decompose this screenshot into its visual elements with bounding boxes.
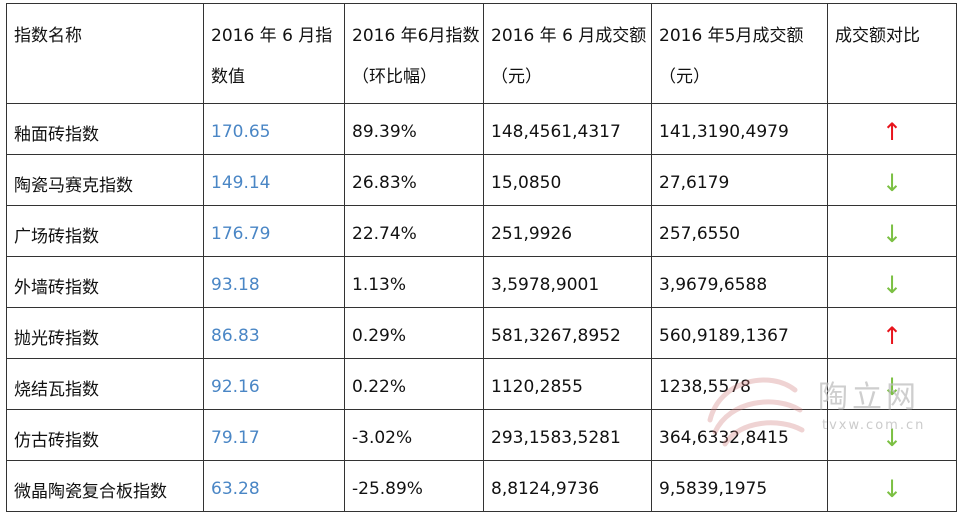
cell-index: 86.83 — [203, 307, 345, 359]
table-row: 抛光砖指数 86.83 0.29% 581,3267,8952 560,9189… — [6, 307, 957, 359]
table-row: 外墙砖指数 93.18 1.13% 3,5978,9001 3,9679,658… — [6, 256, 957, 308]
cell-change: 22.74% — [344, 205, 484, 257]
cell-change: -3.02% — [344, 409, 484, 461]
cell-june-amount: 293,1583,5281 — [483, 409, 652, 461]
cell-name: 仿古砖指数 — [6, 409, 204, 461]
watermark-text: 陶立网 — [818, 380, 920, 415]
table-row: 釉面砖指数 170.65 89.39% 148,4561,4317 141,31… — [6, 103, 957, 155]
arrow-down-icon: ↓ — [827, 154, 957, 206]
cell-name: 釉面砖指数 — [6, 103, 204, 155]
cell-index: 149.14 — [203, 154, 345, 206]
cell-may-amount: 257,6550 — [651, 205, 828, 257]
cell-june-amount: 581,3267,8952 — [483, 307, 652, 359]
arrow-up-icon: ↑ — [827, 307, 957, 359]
cell-june-amount: 251,9926 — [483, 205, 652, 257]
arrow-down-icon: ↓ — [827, 358, 957, 410]
header-name: 指数名称 — [6, 3, 204, 104]
header-compare: 成交额对比 — [827, 3, 957, 104]
cell-index: 93.18 — [203, 256, 345, 308]
cell-change: 0.29% — [344, 307, 484, 359]
arrow-down-icon: ↓ — [827, 205, 957, 257]
cell-may-amount: 3,9679,6588 — [651, 256, 828, 308]
cell-change: 89.39% — [344, 103, 484, 155]
cell-june-amount: 1120,2855 — [483, 358, 652, 410]
arrow-down-icon: ↓ — [827, 256, 957, 308]
cell-name: 抛光砖指数 — [6, 307, 204, 359]
cell-may-amount: 560,9189,1367 — [651, 307, 828, 359]
cell-june-amount: 15,0850 — [483, 154, 652, 206]
cell-may-amount: 27,6179 — [651, 154, 828, 206]
header-may-amount: 2016 年5月成交额（元） — [651, 3, 828, 104]
cell-may-amount: 364,6332,8415 — [651, 409, 828, 461]
table-row: 广场砖指数 176.79 22.74% 251,9926 257,6550 ↓ — [6, 205, 957, 257]
cell-may-amount: 1238,5578 — [651, 358, 828, 410]
arrow-down-icon: ↓ — [827, 409, 957, 461]
cell-name: 广场砖指数 — [6, 205, 204, 257]
cell-june-amount: 8,8124,9736 — [483, 460, 652, 512]
cell-change: 0.22% — [344, 358, 484, 410]
header-june-amount: 2016 年 6 月成交额（元） — [483, 3, 652, 104]
cell-change: 26.83% — [344, 154, 484, 206]
cell-change: 1.13% — [344, 256, 484, 308]
header-change: 2016 年6月指数（环比幅） — [344, 3, 484, 104]
arrow-down-icon: ↓ — [827, 460, 957, 512]
cell-index: 92.16 — [203, 358, 345, 410]
cell-june-amount: 148,4561,4317 — [483, 103, 652, 155]
table-row: 烧结瓦指数 92.16 0.22% 1120,2855 1238,5578 ↓ — [6, 358, 957, 410]
header-row: 指数名称 2016 年 6 月指数值 2016 年6月指数（环比幅） 2016 … — [6, 3, 957, 104]
watermark-url: tvxw.com.cn — [822, 418, 926, 433]
header-june-index: 2016 年 6 月指数值 — [203, 3, 345, 104]
cell-name: 外墙砖指数 — [6, 256, 204, 308]
cell-change: -25.89% — [344, 460, 484, 512]
cell-name: 陶瓷马赛克指数 — [6, 154, 204, 206]
ceramic-index-table: 指数名称 2016 年 6 月指数值 2016 年6月指数（环比幅） 2016 … — [6, 3, 957, 512]
cell-name: 微晶陶瓷复合板指数 — [6, 460, 204, 512]
cell-index: 79.17 — [203, 409, 345, 461]
cell-index: 170.65 — [203, 103, 345, 155]
table-row: 陶瓷马赛克指数 149.14 26.83% 15,0850 27,6179 ↓ — [6, 154, 957, 206]
cell-june-amount: 3,5978,9001 — [483, 256, 652, 308]
cell-may-amount: 141,3190,4979 — [651, 103, 828, 155]
cell-index: 176.79 — [203, 205, 345, 257]
table-row: 仿古砖指数 79.17 -3.02% 293,1583,5281 364,633… — [6, 409, 957, 461]
arrow-up-icon: ↑ — [827, 103, 957, 155]
cell-index: 63.28 — [203, 460, 345, 512]
table-row: 微晶陶瓷复合板指数 63.28 -25.89% 8,8124,9736 9,58… — [6, 460, 957, 512]
cell-may-amount: 9,5839,1975 — [651, 460, 828, 512]
cell-name: 烧结瓦指数 — [6, 358, 204, 410]
